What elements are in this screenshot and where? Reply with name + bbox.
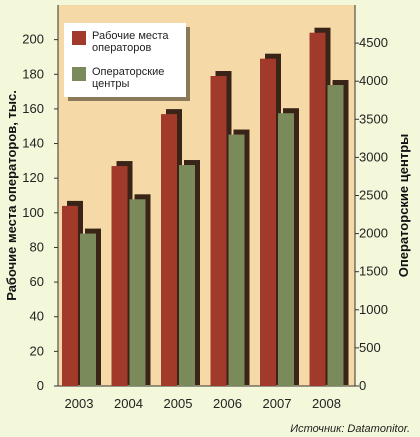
legend-label: Операторские [92, 66, 164, 78]
bar-workplaces [111, 166, 128, 386]
bar-workplaces [62, 205, 78, 386]
y2-axis-title: Операторские центры [396, 134, 411, 278]
legend-swatch-workplaces [72, 31, 86, 45]
y-axis-title: Рабочие места операторов, тыс. [4, 90, 19, 301]
left-tick-label: 140 [22, 136, 44, 151]
right-tick-label: 3000 [359, 149, 388, 164]
bar-centers [278, 113, 294, 386]
x-tick-label: 2008 [312, 396, 341, 411]
right-tick-label: 2000 [359, 226, 388, 241]
bar-centers [228, 134, 245, 386]
left-tick-label: 0 [37, 378, 44, 393]
x-tick-label: 2004 [114, 396, 143, 411]
left-tick-label: 120 [22, 170, 44, 185]
left-tick-label: 100 [22, 205, 44, 220]
x-tick-label: 2005 [164, 396, 193, 411]
right-tick-label: 2500 [359, 188, 388, 203]
legend-label: центры [92, 78, 130, 90]
right-tick-label: 3500 [359, 111, 388, 126]
bar-workplaces [309, 32, 326, 386]
legend-label: операторов [92, 42, 151, 54]
left-tick-label: 80 [30, 239, 44, 254]
bar-centers [129, 199, 146, 386]
right-tick-label: 4500 [359, 35, 388, 50]
bar-centers [179, 165, 195, 386]
source-note: Источник: Datamonitor. [290, 423, 410, 435]
bar-centers [327, 85, 344, 386]
left-tick-label: 20 [30, 343, 44, 358]
right-tick-label: 0 [359, 378, 366, 393]
right-tick-label: 4000 [359, 73, 388, 88]
x-tick-label: 2003 [65, 396, 94, 411]
bar-workplaces [260, 58, 276, 386]
bar-workplaces [161, 114, 177, 386]
legend-swatch-centers [72, 67, 86, 81]
left-tick-label: 160 [22, 101, 44, 116]
left-tick-label: 60 [30, 274, 44, 289]
right-tick-label: 1000 [359, 302, 388, 317]
x-tick-label: 2006 [213, 396, 242, 411]
legend-label: Рабочие места [92, 30, 169, 42]
bar-centers [80, 233, 96, 386]
left-tick-label: 200 [22, 32, 44, 47]
right-tick-label: 1500 [359, 264, 388, 279]
bar-workplaces [210, 76, 227, 386]
left-tick-label: 180 [22, 66, 44, 81]
right-tick-label: 500 [359, 340, 381, 355]
x-tick-label: 2007 [263, 396, 292, 411]
left-tick-label: 40 [30, 309, 44, 324]
